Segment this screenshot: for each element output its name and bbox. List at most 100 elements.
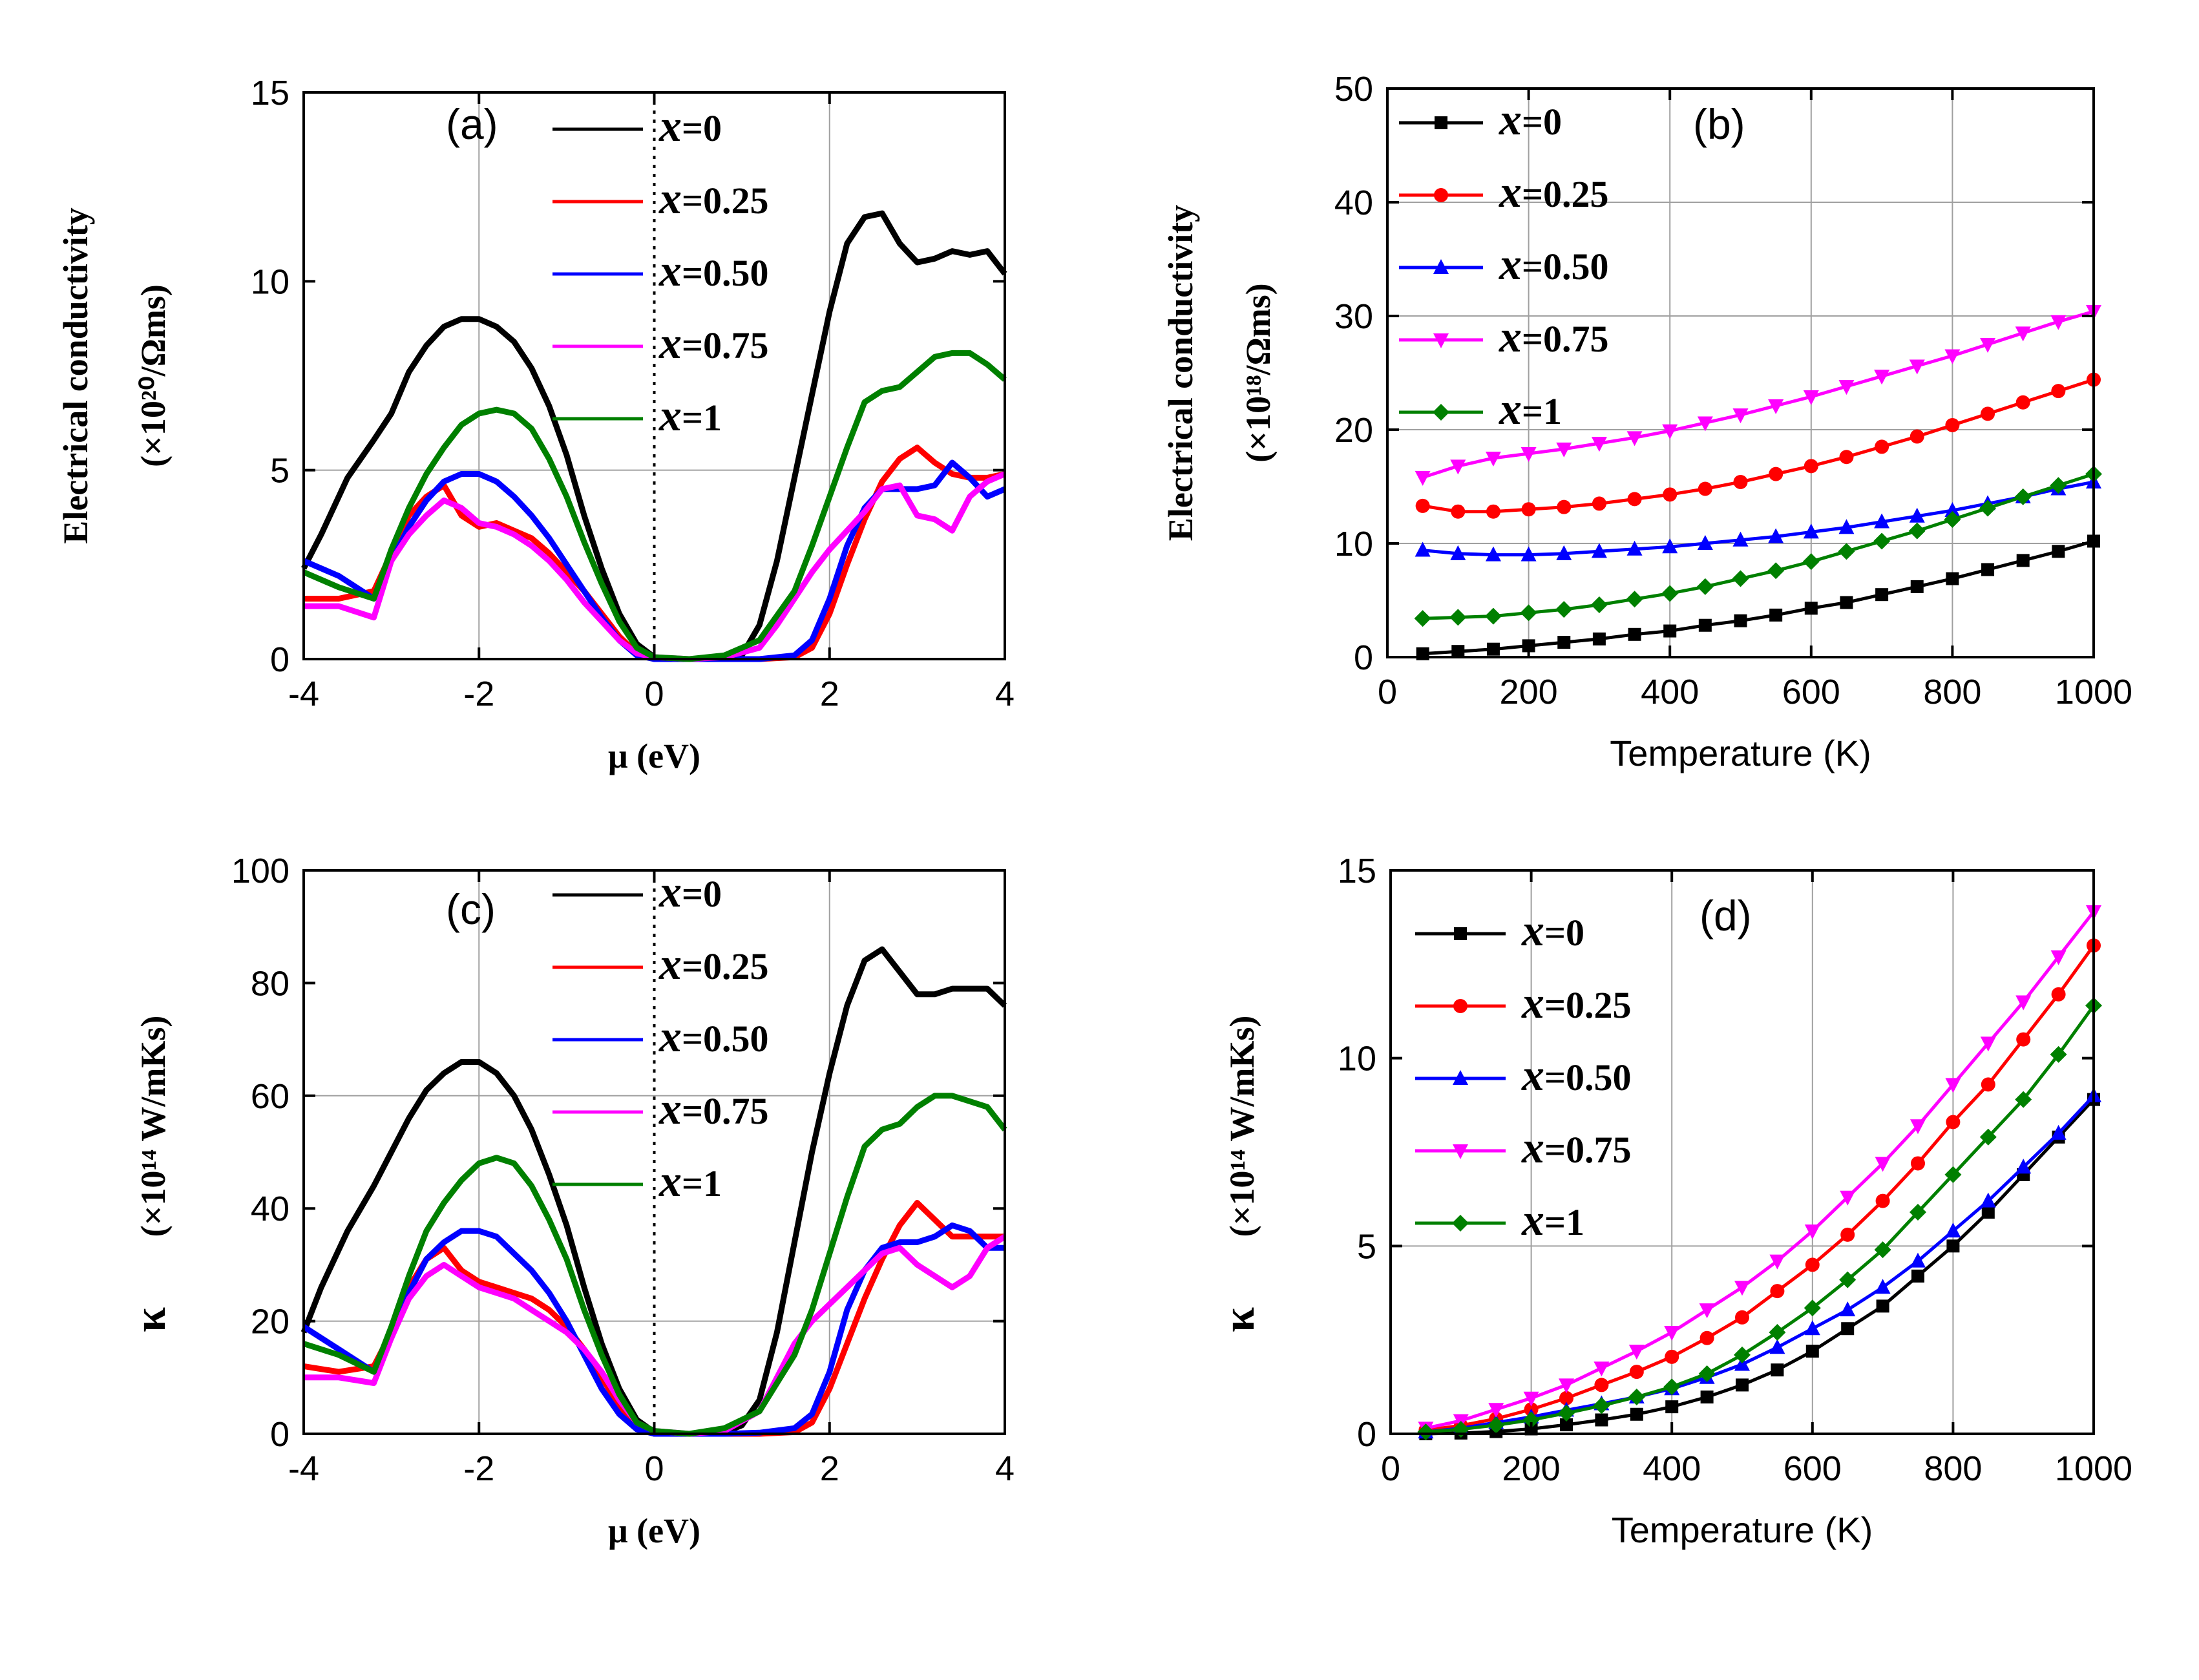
panel-d-series-2-point [2015,1159,2032,1174]
panel-c-x-tick-labels: -4 -2 0 2 4 [288,1449,1015,1488]
panel-b-y-tick-label: 50 [1334,70,1373,109]
panel-c-y-axis-unit: (×10¹⁴ W/mKs) [134,1016,173,1237]
panel-d-x-axis-label: Temperature (K) [1612,1509,1873,1550]
panel-d-series-3-point [1945,1078,1961,1093]
panel-b-series-4-point [1908,522,1926,540]
panel-c-x-tick-label: -4 [288,1449,319,1488]
panel-d-series-2-point [1734,1356,1750,1371]
panel-b-series-3-point [1980,338,1996,353]
panel-a-x-tick-label: -4 [288,675,319,713]
panel-b-series-1-point [1415,498,1430,513]
panel-d-y-tick-labels: 0 5 10 15 [1338,852,1376,1454]
panel-a-x-tick-label: -2 [463,675,494,713]
panel-c-y-tick-label: 80 [251,964,289,1003]
panel-c-legend-label-0: x=0 [658,867,722,917]
panel-c-legend: x=0 x=0.25 x=0.50 x=0.75 x=1 [552,867,769,1206]
panel-b-legend-marker-3 [1433,333,1449,348]
panel-d-legend-label-4: x=1 [1521,1195,1584,1245]
panel-a-y-tick-label: 5 [270,452,289,490]
panel-b-x-tick-label: 800 [1923,673,1981,711]
panel-c-y-tick-label: 0 [270,1415,289,1454]
panel-b-legend: x=0 x=0.25 x=0.50 x=0.75 x=1 [1399,95,1609,434]
panel-b-series-4-point [1449,609,1467,626]
panel-b-series-4-point [1838,543,1855,560]
panel-b-x-tick-label: 0 [1378,673,1397,711]
panel-d-y-axis-label: κ [1214,1307,1264,1332]
panel-d-series-4-point [2015,1091,2032,1108]
panel-d-series-2-point [1980,1192,1996,1208]
panel-b-legend-marker-2 [1433,259,1449,274]
panel-b-series-3-line [1422,310,2094,479]
panel-b-series-0-point [1804,602,1818,615]
panel-d-series-4-point [1593,1397,1610,1414]
panel-d-x-tick-label: 1000 [2055,1449,2132,1488]
panel-c-y-tick-label: 20 [251,1303,289,1341]
panel-b-series-1-point [1451,504,1466,519]
panel-b-series-2-point [1485,546,1501,562]
panel-d-series-4-point [2050,1045,2067,1063]
panel-d-series-1-point [1559,1391,1573,1405]
panel-a-conductivity-vs-mu: -4 -2 0 2 4 0 5 10 15 (a) μ (eV) Electrical con… [56,74,1015,775]
panel-b-series-2-point [1803,523,1819,539]
panel-b-series-2-point [1626,540,1643,556]
panel-d-x-tick-label: 200 [1502,1449,1561,1488]
panel-d-series-3-point [1664,1326,1680,1341]
panel-d-series-4-point [1734,1346,1751,1363]
panel-c-y-axis-label: κ [125,1307,175,1332]
panel-b-x-axis-label: Temperature (K) [1610,733,1871,773]
panel-b-x-tick-label: 600 [1782,673,1840,711]
panel-d-y-tick-label: 0 [1357,1415,1376,1454]
panel-d-series-4-point [1839,1271,1857,1288]
panel-c-label: (c) [446,885,496,933]
panel-c-x-tick-label: 4 [995,1449,1015,1488]
panel-c-series-4-line [302,1093,1007,1437]
panel-b-series-0-point [2016,554,2030,567]
panel-b-series-1-point [1733,474,1748,489]
panel-d-series-4-point [1558,1405,1575,1422]
panel-d-series-1-point [1735,1310,1749,1325]
panel-d-series-3-point [1840,1190,1856,1206]
panel-b-series-1-point [1910,429,1924,444]
panel-b-series-3-point [1485,452,1501,467]
panel-b-series-0-point [1946,572,1959,585]
panel-a-legend-label-0: x=0 [658,101,722,151]
panel-b-series-4-point [1873,532,1891,550]
panel-d-series-3-point [1523,1391,1539,1407]
panel-b-series-2-point [1909,507,1925,523]
panel-d-series-1-point [1770,1284,1785,1299]
panel-b-series-4-point [1732,570,1749,587]
panel-c-legend-label-2: x=0.50 [658,1012,769,1062]
panel-b-ticks [1386,87,2095,658]
panel-d-series-2-point [1769,1339,1785,1354]
panel-a-y-tick-label: 10 [251,262,289,301]
panel-c-legend-label-3: x=0.75 [658,1084,769,1134]
panel-d-series-0-point [1771,1363,1784,1377]
panel-b-legend-label-4: x=1 [1499,384,1562,434]
panel-d-series-2-point [2050,1124,2067,1140]
panel-a-y-tick-labels: 0 5 10 15 [251,74,289,679]
panel-a-y-axis-label: Electrical conductivity [56,207,95,543]
panel-b-series-0-point [1592,632,1606,646]
panel-c-series [300,946,1007,1437]
panel-b-x-tick-labels: 0 200 400 600 800 1000 [1378,673,2132,711]
panel-b-series-3-point [2015,326,2031,342]
panel-b-series-2-point [1415,541,1431,557]
panel-b-legend-marker-0 [1435,116,1447,129]
panel-c-y-tick-labels: 0 20 40 60 80 100 [231,852,289,1454]
panel-a-label: (a) [446,100,498,148]
panel-d-series-2-point [1840,1301,1856,1317]
panel-b-series-3-point [1415,470,1431,486]
panel-a-legend-label-3: x=0.75 [658,319,769,368]
panel-d-series-0-point [1630,1407,1643,1421]
panel-b-label: (b) [1693,100,1745,148]
panel-d-series-0-point [1841,1322,1855,1336]
panel-b-legend-label-1: x=0.25 [1499,167,1609,217]
panel-a-ticks [302,91,1006,660]
panel-d-series-4-point [1769,1324,1786,1341]
panel-d-series-3-point [1559,1378,1574,1394]
panel-b-series-1-point [1875,439,1889,454]
panel-b-x-tick-label: 400 [1641,673,1699,711]
panel-b-series-3-point [1520,446,1537,462]
panel-b-series-3-point [1768,399,1784,415]
panel-d-series-1-point [1981,1077,1995,1092]
